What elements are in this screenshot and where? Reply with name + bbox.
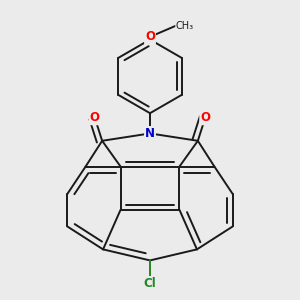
- Text: CH₃: CH₃: [176, 21, 194, 31]
- Text: O: O: [145, 30, 155, 43]
- Text: O: O: [90, 111, 100, 124]
- Text: O: O: [200, 111, 210, 124]
- Text: N: N: [145, 127, 155, 140]
- Text: Cl: Cl: [144, 277, 156, 290]
